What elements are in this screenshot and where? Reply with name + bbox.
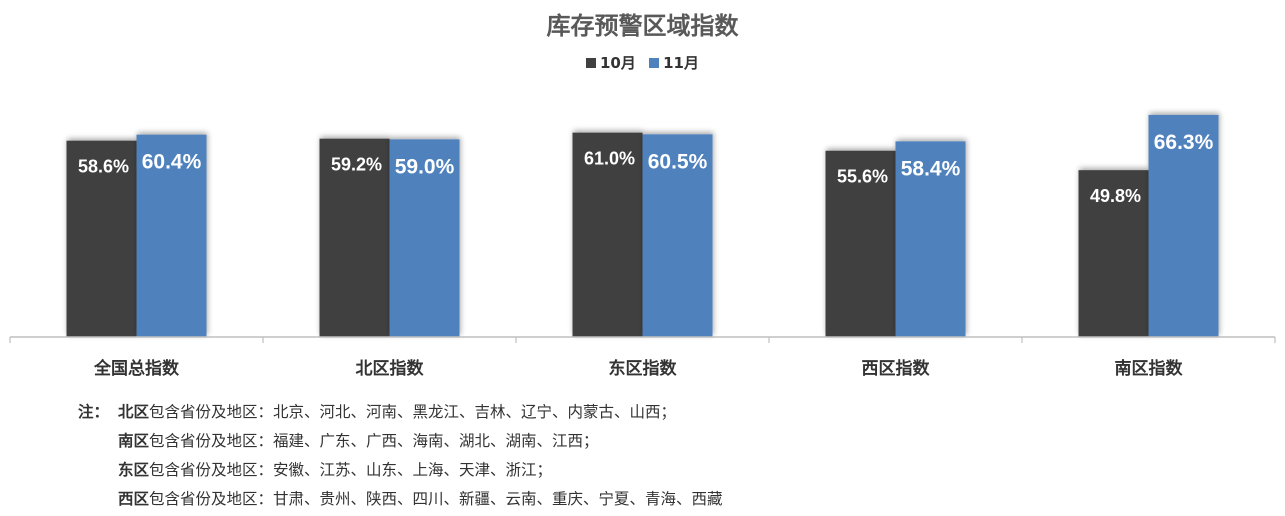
legend-item-oct: 10月 bbox=[586, 52, 636, 73]
data-label-oct: 49.8% bbox=[1090, 186, 1141, 206]
note-label-east: 包含省份及地区： bbox=[149, 461, 274, 479]
note-row-south: 南区包含省份及地区：福建、广东、广西、海南、湖北、湖南、江西； bbox=[78, 427, 723, 456]
x-tick-label: 全国总指数 bbox=[93, 358, 180, 379]
x-tick-label: 西区指数 bbox=[862, 358, 931, 379]
data-label-nov: 66.3% bbox=[1154, 131, 1214, 154]
note-row-east: 东区包含省份及地区：安徽、江苏、山东、上海、天津、浙江； bbox=[78, 456, 723, 485]
note-label-south: 包含省份及地区： bbox=[149, 432, 274, 450]
note-provinces-west: 甘肃、贵州、陕西、四川、新疆、云南、重庆、宁夏、青海、西藏 bbox=[273, 490, 723, 508]
legend: 10月 11月 bbox=[0, 52, 1285, 73]
bar-oct bbox=[825, 150, 896, 337]
chart-title: 库存预警区域指数 bbox=[546, 12, 739, 40]
note-provinces-north: 北京、河北、河南、黑龙江、吉林、辽宁、内蒙古、山西； bbox=[273, 403, 677, 421]
data-label-nov: 59.0% bbox=[395, 155, 455, 178]
note-label-north: 包含省份及地区： bbox=[149, 403, 274, 421]
legend-swatch-oct bbox=[586, 58, 596, 68]
note-row-west: 西区包含省份及地区：甘肃、贵州、陕西、四川、新疆、云南、重庆、宁夏、青海、西藏 bbox=[78, 485, 723, 514]
note-region-west: 西区 bbox=[118, 490, 150, 508]
data-label-oct: 61.0% bbox=[584, 149, 635, 169]
note-region-south: 南区 bbox=[118, 432, 150, 450]
notes: 注： 北区包含省份及地区：北京、河北、河南、黑龙江、吉林、辽宁、内蒙古、山西； 南… bbox=[78, 398, 723, 514]
bar-oct bbox=[1078, 170, 1149, 337]
bar-oct bbox=[66, 140, 137, 337]
data-label-oct: 59.2% bbox=[331, 155, 382, 175]
note-label-west: 包含省份及地区： bbox=[149, 490, 274, 508]
note-provinces-south: 福建、广东、广西、海南、湖北、湖南、江西； bbox=[273, 432, 599, 450]
legend-item-nov: 11月 bbox=[649, 52, 699, 73]
note-row-north: 注： 北区包含省份及地区：北京、河北、河南、黑龙江、吉林、辽宁、内蒙古、山西； bbox=[78, 398, 723, 427]
data-label-nov: 60.4% bbox=[142, 151, 202, 174]
bar-nov bbox=[1148, 114, 1219, 338]
bar-nov bbox=[136, 134, 207, 337]
legend-swatch-nov bbox=[649, 58, 660, 68]
note-region-north: 北区 bbox=[118, 403, 150, 421]
bar-nov bbox=[642, 134, 713, 337]
legend-label-nov: 11月 bbox=[663, 54, 699, 72]
bar-chart: 全国总指数 北区指数 东区指数 西区指数 南区指数 58.6% 60.4% 59.2% 59.… bbox=[9, 114, 1276, 379]
data-label-nov: 60.5% bbox=[648, 150, 708, 173]
bar-oct bbox=[572, 132, 643, 337]
x-tick-label: 北区指数 bbox=[356, 358, 425, 379]
legend-label-oct: 10月 bbox=[600, 54, 636, 72]
note-provinces-east: 安徽、江苏、山东、上海、天津、浙江； bbox=[273, 461, 553, 479]
bar-nov bbox=[895, 141, 966, 337]
x-tick-label: 东区指数 bbox=[609, 358, 678, 379]
data-label-oct: 58.6% bbox=[78, 157, 129, 177]
data-label-oct: 55.6% bbox=[837, 167, 888, 187]
note-region-east: 东区 bbox=[118, 461, 150, 479]
x-tick-label: 南区指数 bbox=[1115, 358, 1184, 379]
bar-nov bbox=[389, 139, 460, 337]
data-label-nov: 58.4% bbox=[901, 157, 961, 180]
note-prefix: 注： bbox=[78, 403, 110, 421]
bar-oct bbox=[319, 138, 390, 337]
